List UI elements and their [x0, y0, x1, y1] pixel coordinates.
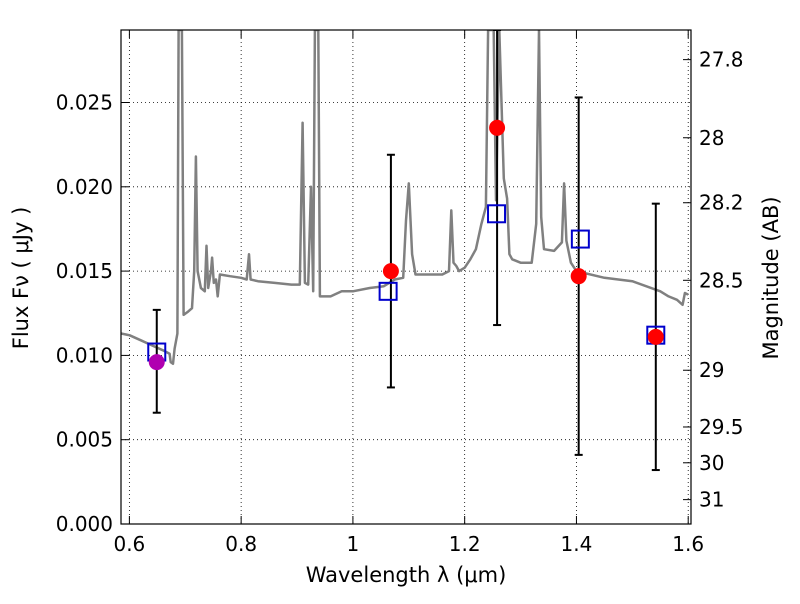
tick-layer: 0.6 0.8 1 1.2 1.4 1.6 0.000 0.005 0.010 0.015 0.02… [56, 30, 744, 556]
model-photometry-square-2 [487, 204, 507, 224]
mag-tick-label-5: 29.5 [699, 415, 744, 439]
x-axis-label: Wavelength λ (μm) [306, 563, 507, 587]
mag-tick-label-3: 28.5 [699, 268, 744, 292]
x-tick-label-2: 1 [347, 532, 360, 556]
x-tick-label-1: 0.8 [225, 532, 257, 556]
mag-tick-label-6: 30 [699, 451, 724, 475]
mag-tick-label-7: 31 [699, 488, 724, 512]
observed-flux-point-2 [489, 119, 506, 136]
y-tick-label-3: 0.015 [56, 259, 113, 283]
plot-content [121, 30, 689, 472]
axes-frame [120, 29, 692, 525]
y-tick-label-5: 0.025 [56, 90, 113, 114]
observed-flux-point-4 [647, 328, 664, 345]
x-tick-label-5: 1.6 [672, 532, 704, 556]
model-photometry-square-3 [570, 229, 590, 249]
magnitude-axis-label: Magnitude (AB) [759, 196, 783, 359]
error-bar-2 [493, 30, 502, 327]
x-tick-label-3: 1.2 [449, 532, 481, 556]
mag-tick-label-0: 27.8 [699, 48, 744, 72]
y-tick-label-2: 0.010 [56, 343, 113, 367]
mag-tick-label-1: 28 [699, 126, 724, 150]
y-tick-label-4: 0.020 [56, 175, 113, 199]
x-tick-label-0: 0.6 [113, 532, 145, 556]
y-axis-label: Flux Fν ( μJy ) [9, 207, 33, 350]
x-tick-label-4: 1.4 [561, 532, 593, 556]
y-tick-label-1: 0.005 [56, 428, 113, 452]
mag-tick-label-2: 28.2 [699, 191, 744, 215]
observed-flux-point-0 [148, 354, 165, 371]
y-tick-label-0: 0.000 [56, 512, 113, 536]
observed-flux-point-1 [382, 263, 399, 280]
observed-flux-point-3 [570, 268, 587, 285]
model-photometry-square-1 [378, 281, 398, 301]
model-spectrum-line [121, 30, 689, 366]
plot-frame [120, 29, 692, 525]
mag-tick-label-4: 29 [699, 358, 724, 382]
